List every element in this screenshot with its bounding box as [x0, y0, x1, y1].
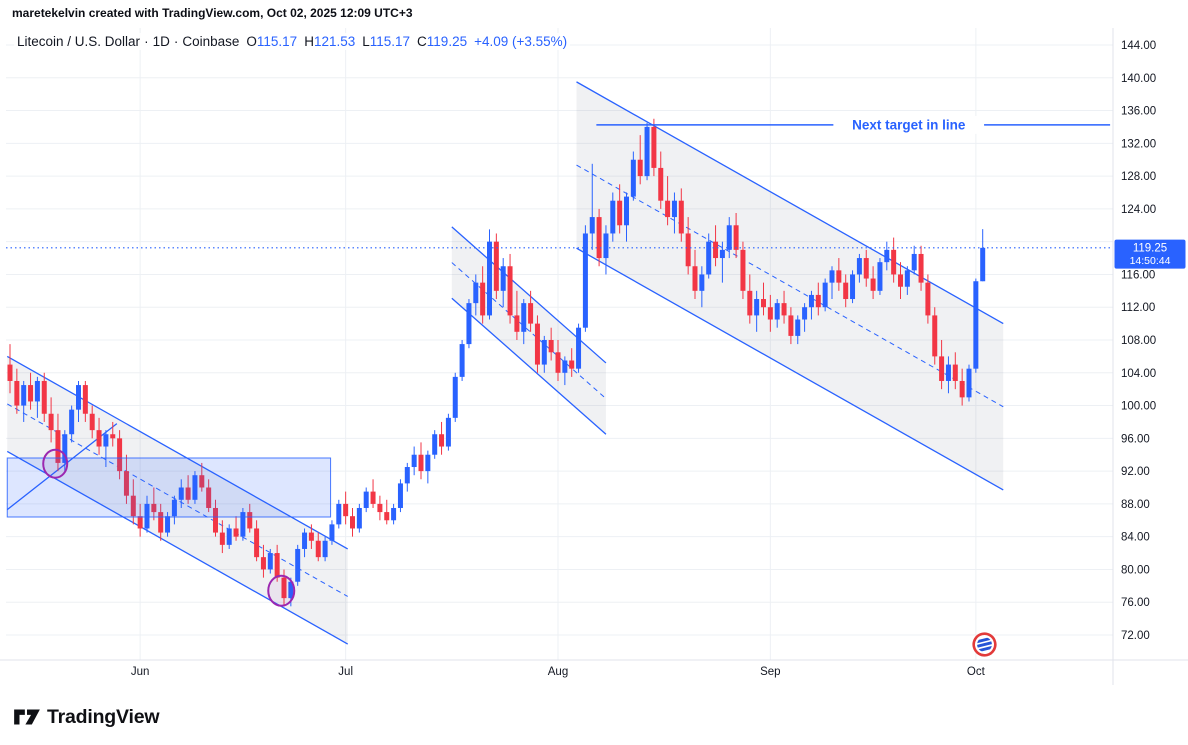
circle-marker[interactable] — [42, 448, 69, 479]
exchange-label: Coinbase — [182, 34, 240, 49]
candles-layer — [7, 118, 986, 607]
high-value: H121.53 — [304, 34, 356, 49]
target-line-label-bg — [833, 115, 985, 134]
last-price-value: 119.25 — [1133, 242, 1167, 254]
open-value: O115.17 — [246, 34, 298, 49]
target-line-label: Next target in line — [852, 117, 966, 132]
svg-text:Sep: Sep — [760, 666, 780, 678]
tradingview-logo-text: TradingView — [47, 705, 160, 728]
channel-lower-line — [451, 297, 607, 435]
bar-countdown: 14:50:44 — [1130, 255, 1171, 267]
svg-text:84.00: 84.00 — [1121, 532, 1150, 544]
svg-text:96.00: 96.00 — [1121, 433, 1150, 445]
price-axis[interactable]: 144.00 140.00 136.00 132.00 128.00 124.00 116.… — [1121, 40, 1156, 642]
channel-lower-line — [6, 450, 349, 645]
svg-text:80.00: 80.00 — [1121, 564, 1150, 576]
svg-text:124.00: 124.00 — [1121, 204, 1156, 216]
svg-text:92.00: 92.00 — [1121, 466, 1150, 478]
svg-text:72.00: 72.00 — [1121, 630, 1150, 642]
svg-text:88.00: 88.00 — [1121, 499, 1150, 511]
time-axis[interactable]: Jun Jul Aug Sep Oct — [131, 666, 986, 678]
svg-text:136.00: 136.00 — [1121, 106, 1156, 118]
legend-separator: · — [144, 34, 149, 49]
red-blue-striped-globe-icon — [968, 628, 1001, 661]
svg-text:76.00: 76.00 — [1121, 597, 1150, 609]
interval-label: 1D — [152, 34, 170, 49]
close-value: C119.25 — [417, 34, 468, 49]
svg-text:Oct: Oct — [967, 666, 986, 678]
tradingview-footer[interactable]: TradingView — [12, 700, 160, 734]
svg-text:Jul: Jul — [338, 666, 353, 678]
svg-text:104.00: 104.00 — [1121, 368, 1156, 380]
svg-text:112.00: 112.00 — [1121, 302, 1155, 314]
svg-text:132.00: 132.00 — [1121, 138, 1156, 150]
channel-lower-line — [576, 247, 1004, 491]
chart-canvas[interactable]: Next target in line 144.00 140.00 136.00 132… — [0, 0, 1188, 690]
rectangle-zone[interactable] — [6, 457, 332, 518]
channel-midline — [451, 262, 607, 399]
svg-text:Jun: Jun — [131, 666, 150, 678]
grid-layer — [6, 28, 1113, 660]
attribution-text: maretekelvin created with TradingView.co… — [12, 6, 413, 20]
symbol-title[interactable]: Litecoin / U.S. Dollar — [17, 34, 141, 49]
channel-upper-line — [576, 81, 1004, 325]
svg-text:144.00: 144.00 — [1121, 40, 1156, 52]
svg-text:Aug: Aug — [548, 666, 568, 678]
symbol-legend: Litecoin / U.S. Dollar · 1D · Coinbase O115.1… — [14, 33, 571, 50]
price-chart[interactable]: Next target in line 144.00 140.00 136.00 132… — [0, 0, 1188, 690]
low-value: L115.17 — [362, 34, 411, 49]
change-value: +4.09 (+3.55%) — [474, 34, 568, 49]
svg-text:140.00: 140.00 — [1121, 73, 1156, 85]
tradingview-logo-icon — [12, 702, 42, 732]
drawings-layer[interactable] — [6, 81, 1004, 645]
svg-text:100.00: 100.00 — [1121, 401, 1156, 413]
channel-midline — [576, 164, 1004, 408]
svg-text:128.00: 128.00 — [1121, 171, 1156, 183]
circle-marker[interactable] — [267, 574, 296, 607]
legend-separator: · — [173, 34, 179, 49]
svg-text:116.00: 116.00 — [1121, 269, 1155, 281]
svg-text:108.00: 108.00 — [1121, 335, 1156, 347]
